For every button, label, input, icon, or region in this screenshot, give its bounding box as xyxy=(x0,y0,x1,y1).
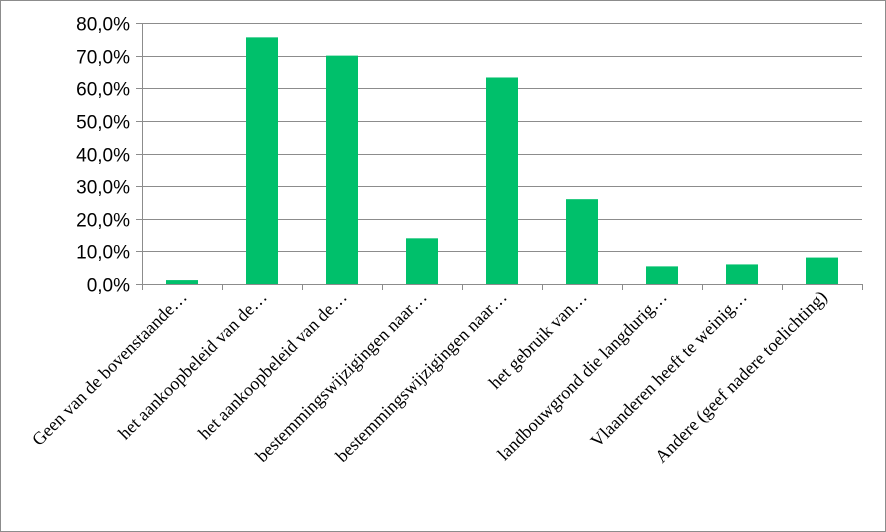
y-axis: 0,0% 10,0% 20,0% 30,0% 40,0% 50,0% 60,0% 70,0% 8… xyxy=(76,15,143,297)
bar xyxy=(646,266,678,284)
x-tick-label: landbouwgrond die langdurig… xyxy=(493,287,670,464)
y-tick-label: 30,0% xyxy=(76,178,130,199)
y-tick-label: 10,0% xyxy=(76,243,130,264)
y-tick-label: 80,0% xyxy=(76,15,130,36)
x-tick-label: bestemmingswijzigingen naar… xyxy=(332,287,511,466)
y-tick-label: 50,0% xyxy=(76,113,130,134)
y-tick-label: 20,0% xyxy=(76,211,130,232)
y-tick-label: 60,0% xyxy=(76,80,130,101)
bar xyxy=(326,55,358,284)
x-tick-label: Vlaanderen heeft te weinig… xyxy=(586,287,750,451)
bar xyxy=(166,280,198,284)
y-tick-label: 0,0% xyxy=(87,276,130,297)
bar xyxy=(566,199,598,284)
bar xyxy=(246,37,278,285)
x-tick-label: Andere (geef nadere toelichting) xyxy=(651,287,832,468)
x-tick-label: Geen van de bovenstaande… xyxy=(28,287,191,450)
x-axis: Geen van de bovenstaande…het aankoopbele… xyxy=(28,284,863,467)
y-tick-label: 70,0% xyxy=(76,48,130,69)
bar xyxy=(406,238,438,284)
bar xyxy=(486,77,518,284)
y-tick-label: 40,0% xyxy=(76,146,130,167)
bars xyxy=(166,37,838,285)
x-tick-label: het aankoopbeleid van de… xyxy=(114,287,271,444)
bar xyxy=(806,257,838,284)
x-tick-label: bestemmingswijzigingen naar… xyxy=(252,287,431,466)
x-tick-label: het aankoopbeleid van de… xyxy=(194,287,351,444)
bar xyxy=(726,264,758,284)
